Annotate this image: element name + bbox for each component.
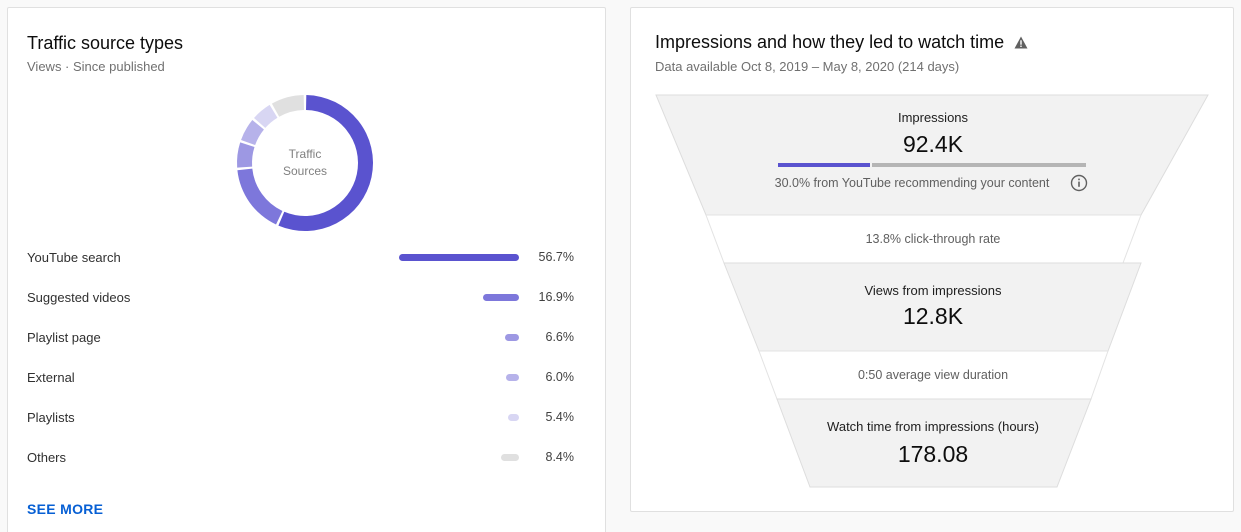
donut-center-label-line1: Traffic (289, 147, 322, 161)
funnel-card-subtitle: Data available Oct 8, 2019 – May 8, 2020… (655, 59, 960, 74)
traffic-source-percent: 6.0% (545, 370, 575, 384)
traffic-source-bar (506, 374, 519, 381)
traffic-source-row[interactable]: YouTube search 56.7% (27, 248, 587, 268)
traffic-source-bar (505, 334, 519, 341)
traffic-source-label: Playlist page (27, 330, 101, 345)
donut-segment-youtube-search[interactable] (278, 95, 373, 231)
traffic-source-label: Playlists (27, 410, 75, 425)
impressions-value: 92.4K (902, 131, 964, 157)
traffic-source-card: Traffic source types Views · Since publi… (7, 7, 606, 532)
funnel-watchtime-band (776, 398, 1092, 488)
donut-segment-external[interactable] (241, 120, 264, 146)
info-icon[interactable] (1070, 174, 1088, 192)
traffic-source-row[interactable]: Others 8.4% (27, 448, 587, 468)
funnel-card-title: Impressions and how they led to watch ti… (655, 32, 1005, 52)
impressions-youtube-progress-fill (778, 163, 870, 167)
traffic-source-percent: 5.4% (545, 410, 575, 424)
warning-triangle-icon[interactable] (1014, 36, 1028, 49)
traffic-donut-chart[interactable]: Traffic Sources (230, 88, 380, 238)
progress-divider (870, 163, 872, 167)
views-label: Views from impressions (864, 283, 1002, 298)
traffic-source-bar (399, 254, 519, 261)
views-value: 12.8K (902, 303, 964, 329)
traffic-card-title: Traffic source types (27, 33, 184, 53)
traffic-source-row[interactable]: Playlists 5.4% (27, 408, 587, 428)
watchtime-label: Watch time from impressions (hours) (827, 419, 1039, 434)
funnel-title-row: Impressions and how they led to watch ti… (655, 32, 1028, 53)
donut-segment-playlists[interactable] (254, 104, 278, 128)
ctr-note: 13.8% click-through rate (865, 232, 1001, 246)
traffic-source-bar (501, 454, 519, 461)
impressions-funnel-card: Impressions and how they led to watch ti… (630, 7, 1234, 512)
avd-note: 0:50 average view duration (857, 368, 1009, 382)
traffic-source-label: YouTube search (27, 250, 121, 265)
traffic-source-percent: 16.9% (538, 290, 574, 304)
traffic-source-bar (508, 414, 519, 421)
impressions-label: Impressions (897, 110, 969, 125)
traffic-source-row[interactable]: Suggested videos 16.9% (27, 288, 587, 308)
traffic-source-label: Suggested videos (27, 290, 131, 305)
traffic-source-row[interactable]: Playlist page 6.6% (27, 328, 587, 348)
donut-center-label-line2: Sources (283, 164, 327, 178)
funnel-diagram (655, 94, 1209, 488)
donut-segment-others[interactable] (271, 95, 304, 117)
donut-segment-playlist-page[interactable] (237, 142, 255, 168)
traffic-source-percent: 6.6% (545, 330, 575, 344)
donut-segment-suggested-videos[interactable] (237, 168, 283, 225)
see-more-link[interactable]: SEE MORE (27, 501, 104, 517)
impressions-note: 30.0% from YouTube recommending your con… (774, 176, 1050, 190)
traffic-source-bar (483, 294, 519, 301)
impressions-youtube-progress-bar (778, 163, 1086, 167)
traffic-card-subtitle: Views · Since published (27, 59, 165, 74)
traffic-source-percent: 56.7% (538, 250, 574, 264)
traffic-source-row[interactable]: External 6.0% (27, 368, 587, 388)
traffic-source-percent: 8.4% (545, 450, 575, 464)
watchtime-value: 178.08 (897, 441, 969, 467)
traffic-source-label: Others (27, 450, 67, 465)
traffic-source-label: External (27, 370, 75, 385)
